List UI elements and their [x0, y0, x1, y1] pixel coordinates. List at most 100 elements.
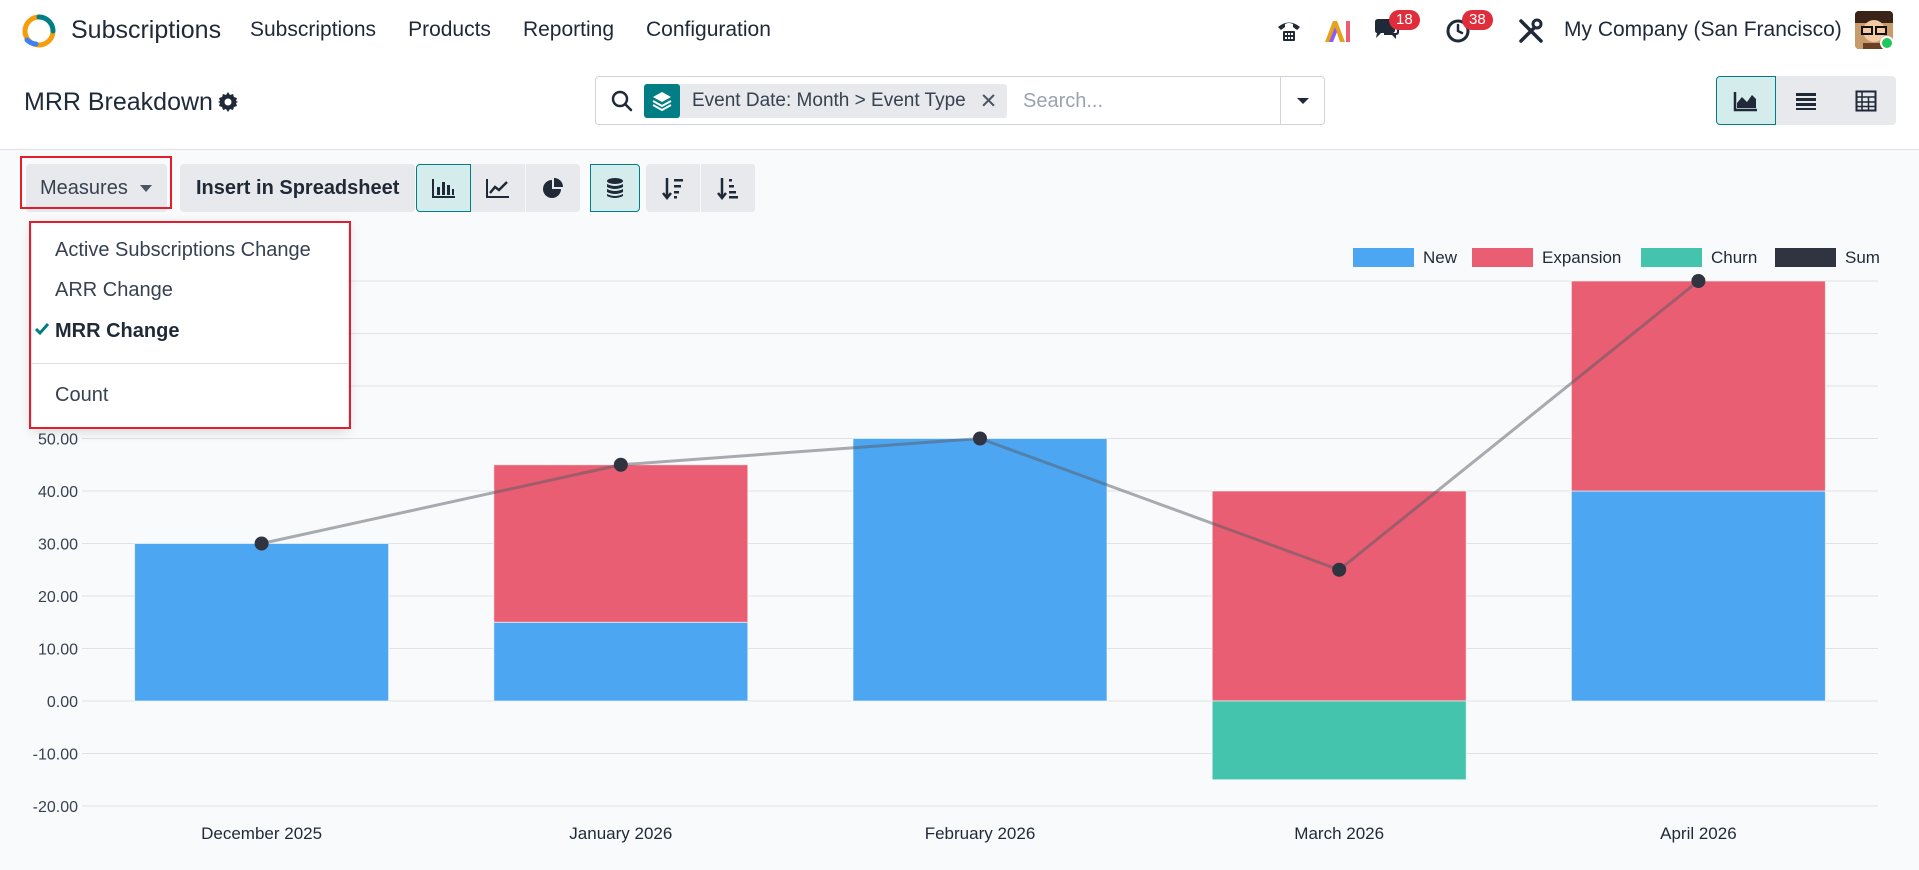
x-tick-label: April 2026 [1660, 824, 1737, 843]
bar-new [1570, 490, 1826, 702]
menu-configuration[interactable]: Configuration [646, 18, 771, 41]
x-tick-label: February 2026 [925, 824, 1036, 843]
sort-group [646, 164, 756, 212]
measure-arr-change[interactable]: ARR Change [55, 279, 173, 301]
app-name[interactable]: Subscriptions [71, 16, 222, 44]
caret-down-icon [139, 184, 152, 192]
search-icon[interactable] [610, 89, 634, 113]
mrr-chart: 50.00 40.00 30.00 20.00 10.00 0.00 -10.00 -20.0… [33, 248, 1880, 843]
sort-ascending-icon [717, 178, 738, 200]
menu-subscriptions[interactable]: Subscriptions [250, 18, 377, 41]
bar-expansion [1570, 280, 1826, 492]
phone-icon[interactable] [1274, 16, 1304, 46]
measure-count[interactable]: Count [55, 384, 109, 406]
legend-label: Expansion [1542, 248, 1621, 267]
highlight-measures-dropdown [29, 221, 351, 429]
graph-view-button[interactable] [1716, 76, 1776, 125]
chart-type-group [416, 164, 581, 212]
measures-label: Measures [40, 176, 128, 199]
dropdown-divider [32, 363, 348, 364]
y-tick-label: 30.00 [38, 537, 78, 554]
check-icon [35, 323, 49, 336]
line-chart-icon [486, 179, 509, 198]
pie-chart-icon [543, 178, 563, 198]
bar-new [493, 621, 749, 702]
bar-expansion [1211, 490, 1467, 702]
online-status-dot [1880, 36, 1894, 50]
measures-dropdown-menu: Active Subscriptions Change ARR Change M… [32, 222, 348, 427]
stacked-group [590, 164, 640, 212]
menu-products[interactable]: Products [408, 18, 491, 41]
activity-clock-icon [1446, 19, 1470, 43]
sum-point [1691, 274, 1706, 288]
line-chart-button[interactable] [471, 164, 526, 212]
legend-swatch [1641, 248, 1702, 267]
legend-swatch [1775, 248, 1836, 267]
sum-point [973, 431, 987, 446]
y-tick-label: -20.00 [33, 799, 78, 816]
bar-chart-button[interactable] [416, 164, 471, 212]
y-tick-label: 40.00 [38, 484, 78, 501]
company-switcher[interactable]: My Company (San Francisco) [1564, 18, 1842, 41]
y-tick-label: 20.00 [38, 589, 78, 606]
facet-label: Event Date: Month > Event Type [692, 90, 966, 111]
measure-active-subscriptions-change[interactable]: Active Subscriptions Change [55, 239, 311, 261]
sort-descending-button[interactable] [646, 164, 701, 212]
sum-point [254, 536, 269, 551]
search-bar: Event Date: Month > Event Type ✕ [595, 76, 1325, 125]
stacked-button[interactable] [590, 164, 640, 212]
chat-badge: 18 [1389, 10, 1420, 30]
graph-toolbar: Measures Insert in Spreadsheet [0, 150, 1919, 215]
sort-ascending-button[interactable] [701, 164, 756, 212]
y-tick-label: -10.00 [33, 747, 78, 764]
list-view-icon [1796, 92, 1816, 110]
pie-chart-button[interactable] [526, 164, 581, 212]
insert-in-spreadsheet-button[interactable]: Insert in Spreadsheet [180, 164, 416, 212]
stacked-icon [607, 178, 623, 198]
x-tick-label: December 2025 [201, 824, 322, 843]
menu-reporting[interactable]: Reporting [522, 18, 614, 41]
list-view-button[interactable] [1776, 76, 1836, 125]
legend-swatch [1472, 248, 1533, 267]
highlight-measures-button [20, 156, 172, 209]
control-panel: MRR Breakdown Event Date: Month > Event … [0, 62, 1919, 150]
pivot-view-icon [1855, 90, 1877, 111]
pivot-view-button[interactable] [1836, 76, 1896, 125]
bar-new [134, 543, 390, 702]
bar-new [852, 438, 1108, 702]
sum-point [1332, 562, 1347, 577]
activity-button[interactable]: 38 [1445, 10, 1493, 46]
subscriptions-app-logo-icon[interactable] [22, 14, 56, 48]
legend-label: Sum [1845, 248, 1880, 267]
legend-label: Churn [1711, 248, 1757, 267]
bar-churn [1211, 700, 1467, 781]
tools-icon[interactable] [1516, 16, 1546, 46]
page-title: MRR Breakdown [24, 88, 213, 116]
y-tick-label: 10.00 [38, 642, 78, 659]
legend-label: New [1423, 248, 1458, 267]
bar-chart-icon [431, 179, 455, 198]
y-tick-label: 50.00 [38, 432, 78, 449]
sum-point [613, 457, 628, 472]
gear-icon[interactable] [217, 91, 239, 113]
activity-badge: 38 [1462, 10, 1493, 30]
facet-groupby-icon [644, 84, 680, 118]
main-menu: Subscriptions Products Reporting Configu… [250, 18, 803, 42]
y-tick-label: 0.00 [47, 694, 78, 711]
x-tick-label: January 2026 [569, 824, 672, 843]
legend-swatch [1353, 248, 1414, 267]
search-input[interactable] [1023, 86, 1273, 116]
facet-remove-button[interactable]: ✕ [979, 89, 998, 113]
search-options-toggle[interactable] [1280, 77, 1324, 124]
top-navbar: Subscriptions Subscriptions Products Rep… [0, 0, 1919, 62]
search-facet: Event Date: Month > Event Type ✕ [644, 84, 1008, 118]
chat-button[interactable]: 18 [1372, 10, 1420, 46]
x-tick-label: March 2026 [1294, 824, 1384, 843]
graph-view-icon [1733, 91, 1757, 111]
measures-dropdown-button[interactable]: Measures [26, 164, 167, 212]
sort-descending-icon [662, 178, 683, 200]
bar-expansion [493, 464, 749, 623]
caret-down-icon [1296, 97, 1309, 104]
measure-mrr-change[interactable]: MRR Change [55, 320, 180, 342]
ai-icon[interactable] [1322, 16, 1352, 46]
